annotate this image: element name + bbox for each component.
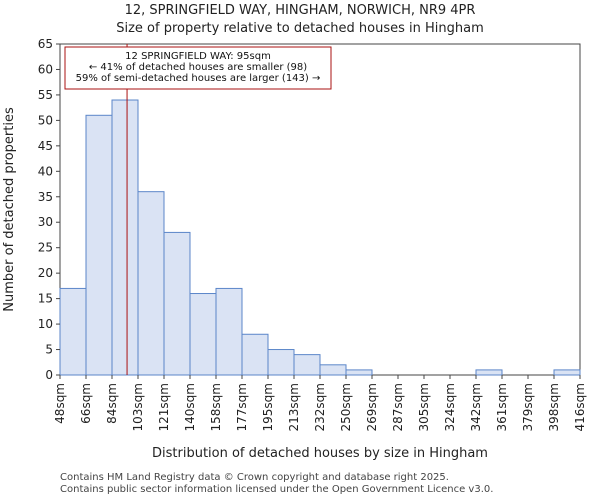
bars-group — [59, 99, 581, 376]
x-tick-label: 398sqm — [547, 383, 561, 431]
bar-195sqm — [267, 349, 295, 376]
y-tick-label: 30 — [38, 215, 53, 229]
x-tick-label: 361sqm — [495, 383, 509, 431]
x-tick-label: 269sqm — [365, 383, 379, 431]
x-tick-label: 158sqm — [209, 383, 223, 431]
x-tick-label: 48sqm — [53, 383, 67, 424]
x-tick-label: 324sqm — [443, 383, 457, 431]
x-tick-label: 195sqm — [261, 383, 275, 431]
bar-84sqm — [111, 99, 139, 376]
y-tick-label: 0 — [45, 368, 53, 382]
y-tick-label: 25 — [38, 241, 53, 255]
x-tick-label: 250sqm — [339, 383, 353, 431]
chart-subtitle: Size of property relative to detached ho… — [116, 21, 484, 36]
annotation-line-1: 12 SPRINGFIELD WAY: 95sqm — [125, 51, 271, 62]
y-tick-label: 10 — [38, 317, 53, 331]
bar-140sqm — [189, 293, 217, 376]
footer-line-2: Contains public sector information licen… — [60, 484, 493, 495]
y-tick-label: 60 — [38, 62, 53, 76]
y-axis-label: Number of detached properties — [2, 107, 17, 312]
y-ticks: 0 5 10 15 20 25 30 35 40 45 50 55 60 65 — [38, 37, 60, 382]
x-tick-label: 416sqm — [573, 383, 587, 431]
y-tick-label: 65 — [38, 37, 53, 51]
marker-group: 12 SPRINGFIELD WAY: 95sqm← 41% of detach… — [64, 44, 332, 375]
x-tick-label: 213sqm — [287, 383, 301, 431]
y-tick-label: 45 — [38, 139, 53, 153]
bar-342sqm — [475, 369, 503, 376]
x-tick-label: 379sqm — [521, 383, 535, 431]
y-tick-label: 20 — [38, 266, 53, 280]
annotation-box — [64, 46, 332, 90]
x-tick-label: 121sqm — [157, 383, 171, 431]
bar-103sqm — [137, 191, 165, 376]
bar-213sqm — [293, 354, 321, 376]
bar-398sqm — [553, 369, 581, 376]
footer-line-1: Contains HM Land Registry data © Crown c… — [60, 472, 449, 483]
y-tick-label: 35 — [38, 190, 53, 204]
x-tick-label: 140sqm — [183, 383, 197, 431]
bar-250sqm — [345, 369, 373, 376]
x-tick-label: 342sqm — [469, 383, 483, 431]
y-tick-label: 15 — [38, 292, 53, 306]
y-tick-label: 50 — [38, 113, 53, 127]
bar-158sqm — [215, 287, 243, 376]
x-axis-label: Distribution of detached houses by size … — [152, 446, 488, 461]
annotation-line-2: ← 41% of detached houses are smaller (98… — [89, 62, 307, 73]
x-tick-label: 287sqm — [391, 383, 405, 431]
x-tick-label: 103sqm — [131, 383, 145, 431]
y-tick-label: 40 — [38, 164, 53, 178]
x-tick-label: 177sqm — [235, 383, 249, 431]
bar-177sqm — [241, 333, 269, 376]
x-tick-label: 232sqm — [313, 383, 327, 431]
bar-66sqm — [85, 114, 113, 376]
bar-232sqm — [319, 364, 347, 376]
y-tick-label: 5 — [45, 343, 53, 357]
x-ticks: 48sqm 66sqm 84sqm 103sqm 121sqm 140sqm 158sqm 1… — [53, 375, 587, 431]
bar-48sqm — [59, 287, 87, 376]
bar-121sqm — [163, 231, 191, 376]
x-tick-label: 84sqm — [105, 383, 119, 424]
y-tick-label: 55 — [38, 88, 53, 102]
x-tick-label: 66sqm — [79, 383, 93, 424]
x-tick-label: 305sqm — [417, 383, 431, 431]
annotation-line-3: 59% of semi-detached houses are larger (… — [76, 73, 321, 84]
chart-title: 12, SPRINGFIELD WAY, HINGHAM, NORWICH, N… — [125, 3, 476, 18]
